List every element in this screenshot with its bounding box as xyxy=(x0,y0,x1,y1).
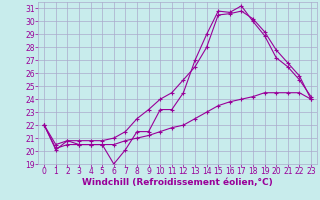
X-axis label: Windchill (Refroidissement éolien,°C): Windchill (Refroidissement éolien,°C) xyxy=(82,178,273,187)
